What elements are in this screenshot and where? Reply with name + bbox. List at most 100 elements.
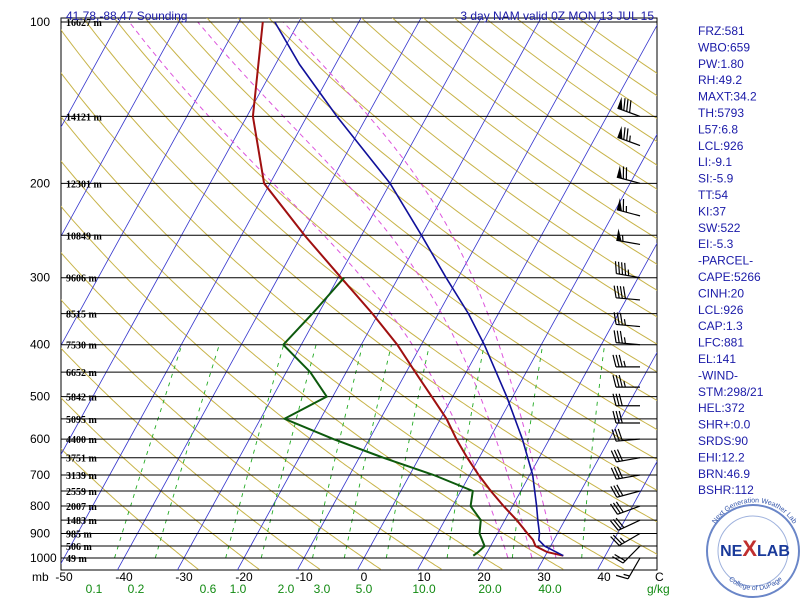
isotherm bbox=[61, 18, 242, 347]
dry-adiabat bbox=[61, 115, 625, 570]
isotherm bbox=[61, 18, 182, 238]
index-line: CAP:1.3 bbox=[698, 319, 743, 333]
height-label: 5095 m bbox=[66, 415, 98, 426]
height-label: 49 m bbox=[66, 554, 88, 565]
wind-barb bbox=[611, 428, 641, 442]
wind-barb bbox=[616, 198, 641, 217]
height-label: 4400 m bbox=[66, 435, 98, 446]
wind-barbs bbox=[609, 96, 641, 580]
pressure-tick-label: 700 bbox=[30, 468, 50, 482]
index-line: HEL:372 bbox=[698, 401, 745, 415]
wind-barb bbox=[610, 532, 641, 546]
model-valid-time: 3 day NAM valid 0Z MON 13 JUL 15 bbox=[460, 9, 654, 23]
wind-barb bbox=[612, 374, 640, 388]
pressure-tick-label: 1000 bbox=[30, 551, 57, 565]
pressure-tick-label: 600 bbox=[30, 432, 50, 446]
pressure-tick-label: 800 bbox=[30, 499, 50, 513]
temperature-tick-label: -30 bbox=[175, 570, 193, 584]
index-line: SRDS:90 bbox=[698, 434, 748, 448]
wind-barb bbox=[613, 330, 641, 346]
dewpoint-trace bbox=[281, 277, 486, 557]
wind-barb bbox=[610, 484, 641, 498]
height-label: 9606 m bbox=[66, 274, 98, 285]
height-label: 2559 m bbox=[66, 487, 98, 498]
mixing-ratio-unit: g/kg bbox=[647, 582, 670, 596]
temperature-tick-label: 40 bbox=[597, 570, 611, 584]
wind-barb bbox=[609, 517, 641, 531]
isotherm bbox=[61, 18, 122, 128]
isobars bbox=[61, 21, 657, 559]
dry-adiabat bbox=[299, 18, 657, 291]
index-line: SW:522 bbox=[698, 221, 741, 235]
wind-barb bbox=[616, 165, 641, 184]
index-line: BSHR:112 bbox=[698, 483, 754, 497]
pressure-tick-label: 500 bbox=[30, 390, 50, 404]
temperature-unit: C bbox=[655, 570, 664, 584]
dry-adiabat bbox=[61, 29, 657, 523]
wind-barb bbox=[610, 466, 641, 480]
wind-barb bbox=[612, 545, 641, 564]
height-label: 985 m bbox=[66, 529, 93, 540]
height-label: 1483 m bbox=[66, 516, 98, 527]
dry-adiabat bbox=[82, 18, 657, 491]
wind-barb bbox=[610, 449, 641, 463]
dry-adiabat bbox=[144, 18, 657, 431]
wind-barb bbox=[617, 96, 641, 117]
logo-ring-inner bbox=[717, 515, 789, 587]
isotherm bbox=[536, 351, 657, 570]
temperature-tick-label: 10 bbox=[417, 570, 431, 584]
index-line: SI:-5.9 bbox=[698, 172, 734, 186]
index-line: STM:298/21 bbox=[698, 385, 764, 399]
index-line: -PARCEL- bbox=[698, 254, 753, 268]
index-line: WBO:659 bbox=[698, 40, 750, 54]
mixing-ratio-tick-label: 0.6 bbox=[200, 582, 217, 596]
mixing-ratio-tick-label: 3.0 bbox=[314, 582, 331, 596]
nexlab-logo: NEXLAB Next Generation Weather Lab Colle… bbox=[706, 497, 800, 598]
index-line: TH:5793 bbox=[698, 106, 744, 120]
isotherm bbox=[0, 0, 12, 580]
temperature-tick-label: 20 bbox=[477, 570, 491, 584]
index-line: EL:141 bbox=[698, 352, 736, 366]
height-label: 8515 m bbox=[66, 310, 98, 321]
index-line: L57:6.8 bbox=[698, 122, 738, 136]
isotherm bbox=[356, 24, 657, 570]
temperature-tick-label: -40 bbox=[115, 570, 133, 584]
temperature-tick-label: -10 bbox=[295, 570, 313, 584]
index-line: LCL:926 bbox=[698, 303, 744, 317]
index-line: MAXT:34.2 bbox=[698, 90, 757, 104]
index-line: LCL:926 bbox=[698, 139, 744, 153]
pressure-tick-label: 200 bbox=[30, 176, 50, 190]
mixing-ratio-tick-label: 20.0 bbox=[478, 582, 502, 596]
dry-adiabat bbox=[175, 18, 657, 402]
dry-adiabat bbox=[113, 18, 657, 461]
isotherm bbox=[236, 18, 542, 570]
logo-ring-top-text: Next Generation Weather Lab bbox=[711, 497, 798, 525]
index-line: FRZ:581 bbox=[698, 24, 745, 38]
wind-barb bbox=[612, 410, 640, 424]
pressure-tick-label: 300 bbox=[30, 271, 50, 285]
index-line: PW:1.80 bbox=[698, 57, 744, 71]
pressure-tick-label: 400 bbox=[30, 338, 50, 352]
temperature-trace bbox=[251, 21, 564, 557]
index-line: BRN:46.9 bbox=[698, 467, 750, 481]
pressure-tick-label: 100 bbox=[30, 15, 50, 29]
index-line: TT:54 bbox=[698, 188, 728, 202]
dry-adiabat bbox=[61, 447, 199, 570]
isotherm bbox=[416, 133, 657, 570]
index-line: KI:37 bbox=[698, 204, 726, 218]
index-line: RH:49.2 bbox=[698, 73, 742, 87]
logo-wordmark: NEXLAB bbox=[720, 536, 790, 561]
height-label: 7530 m bbox=[66, 341, 98, 352]
pressure-tick-label: 900 bbox=[30, 526, 50, 540]
wind-barb bbox=[613, 312, 641, 328]
height-label: 3139 m bbox=[66, 471, 98, 482]
temperature-tick-label: 30 bbox=[537, 570, 551, 584]
mixing-ratio-tick-label: 2.0 bbox=[278, 582, 295, 596]
isotherm bbox=[596, 460, 657, 570]
wind-barb bbox=[616, 228, 641, 246]
height-label: 6652 m bbox=[66, 368, 98, 379]
height-label: 12301 m bbox=[66, 179, 103, 190]
wind-barb bbox=[612, 354, 640, 368]
index-line: SHR+:0.0 bbox=[698, 418, 751, 432]
dry-adiabat bbox=[268, 18, 657, 318]
